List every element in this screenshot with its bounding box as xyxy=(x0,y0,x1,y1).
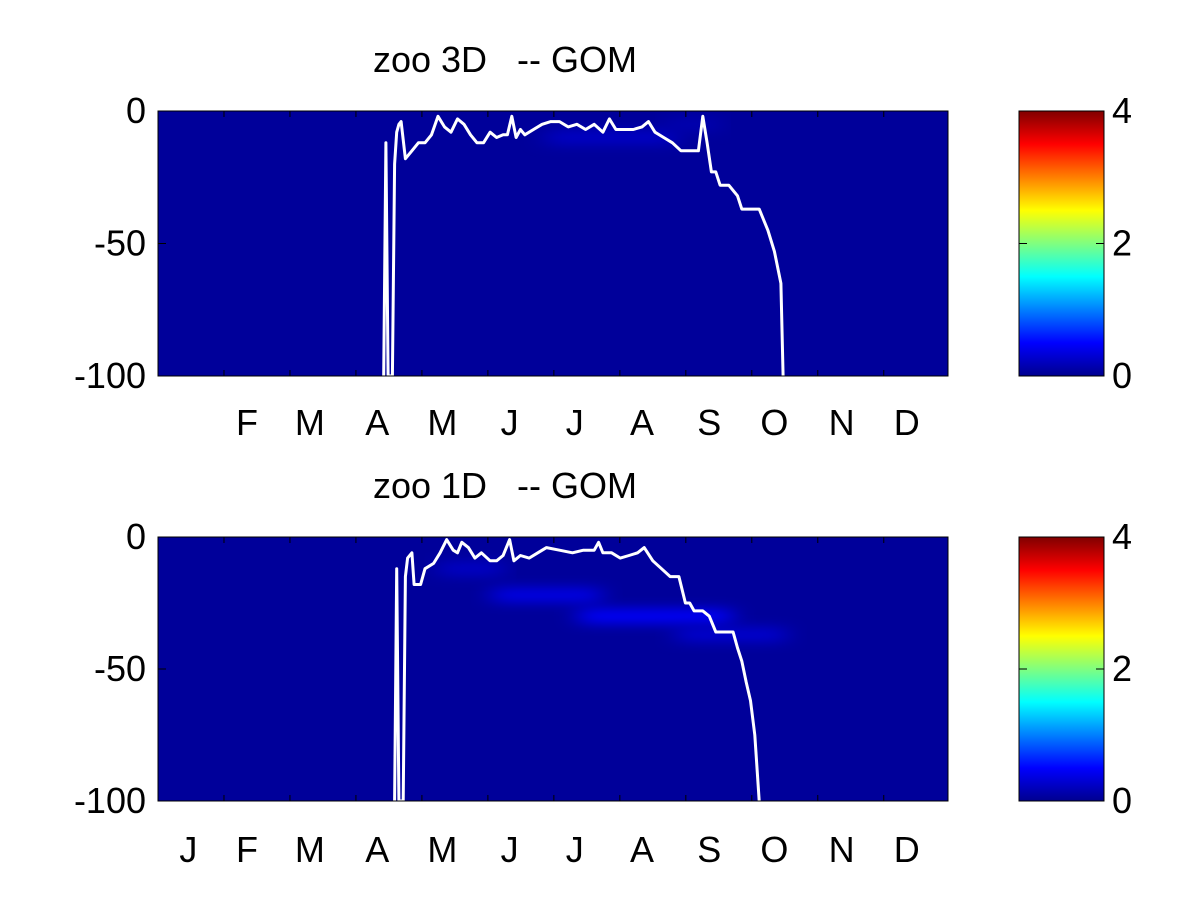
x-tick-label: N xyxy=(829,829,855,870)
heatmap-cells xyxy=(393,538,786,801)
series-line xyxy=(382,114,785,376)
colorbar-gradient xyxy=(1018,536,1105,802)
x-tick-label: J xyxy=(501,829,519,870)
x-tick-label: O xyxy=(760,402,788,443)
colorbar-gradient xyxy=(1018,110,1105,377)
series-line xyxy=(393,538,761,801)
y-axis: 0 -50 -100 xyxy=(74,516,166,821)
x-tick-label: M xyxy=(427,829,457,870)
x-tick-label: F xyxy=(236,402,258,443)
x-tick-label: M xyxy=(427,402,457,443)
x-tick-label: J xyxy=(566,402,584,443)
heatmap-background xyxy=(158,537,948,801)
x-tick-label: N xyxy=(829,402,855,443)
x-tick-label: J xyxy=(179,829,197,870)
x-tick-label: O xyxy=(760,829,788,870)
x-tick-label: A xyxy=(630,402,654,443)
heatmap-cell xyxy=(437,561,504,576)
heatmap-cell xyxy=(492,588,601,603)
colorbar-tick-label: 4 xyxy=(1112,516,1132,557)
x-tick-label: F xyxy=(236,829,258,870)
colorbar: 0 2 4 xyxy=(1018,90,1132,396)
y-tick-label: -50 xyxy=(94,223,146,264)
heatmap-cell xyxy=(579,609,731,624)
heatmap-cell xyxy=(665,117,721,132)
colorbar-tick-label: 4 xyxy=(1112,90,1132,131)
x-tick-label: J xyxy=(501,402,519,443)
heatmap-area xyxy=(157,110,949,377)
x-tick-label: M xyxy=(295,829,325,870)
y-tick-label: 0 xyxy=(126,516,146,557)
y-tick-label: 0 xyxy=(126,90,146,131)
x-tick-label: D xyxy=(894,402,920,443)
colorbar-tick-label: 2 xyxy=(1112,648,1132,689)
y-axis: 0 -50 -100 xyxy=(74,90,166,396)
heatmap-cells xyxy=(382,114,785,376)
colorbar: 0 2 4 xyxy=(1018,516,1132,821)
heatmap-background xyxy=(158,111,948,376)
x-tick-label: M xyxy=(295,402,325,443)
x-tick-label: J xyxy=(566,829,584,870)
colorbar-tick-label: 0 xyxy=(1112,780,1132,821)
x-tick-label: A xyxy=(365,829,389,870)
chart-title: zoo 3D -- GOM xyxy=(373,39,637,80)
chart-title: zoo 1D -- GOM xyxy=(373,465,637,506)
heatmap-area xyxy=(157,536,949,802)
y-tick-label: -50 xyxy=(94,648,146,689)
colorbar-tick-label: 2 xyxy=(1112,223,1132,264)
x-tick-label: A xyxy=(365,402,389,443)
heatmap-cell xyxy=(546,130,677,145)
x-tick-label: D xyxy=(894,829,920,870)
colorbar-tick-label: 0 xyxy=(1112,355,1132,396)
heatmap-cell xyxy=(676,627,786,642)
y-tick-label: -100 xyxy=(74,780,146,821)
y-tick-label: -100 xyxy=(74,355,146,396)
x-tick-label: S xyxy=(697,402,721,443)
x-tick-label: S xyxy=(697,829,721,870)
x-tick-label: A xyxy=(630,829,654,870)
